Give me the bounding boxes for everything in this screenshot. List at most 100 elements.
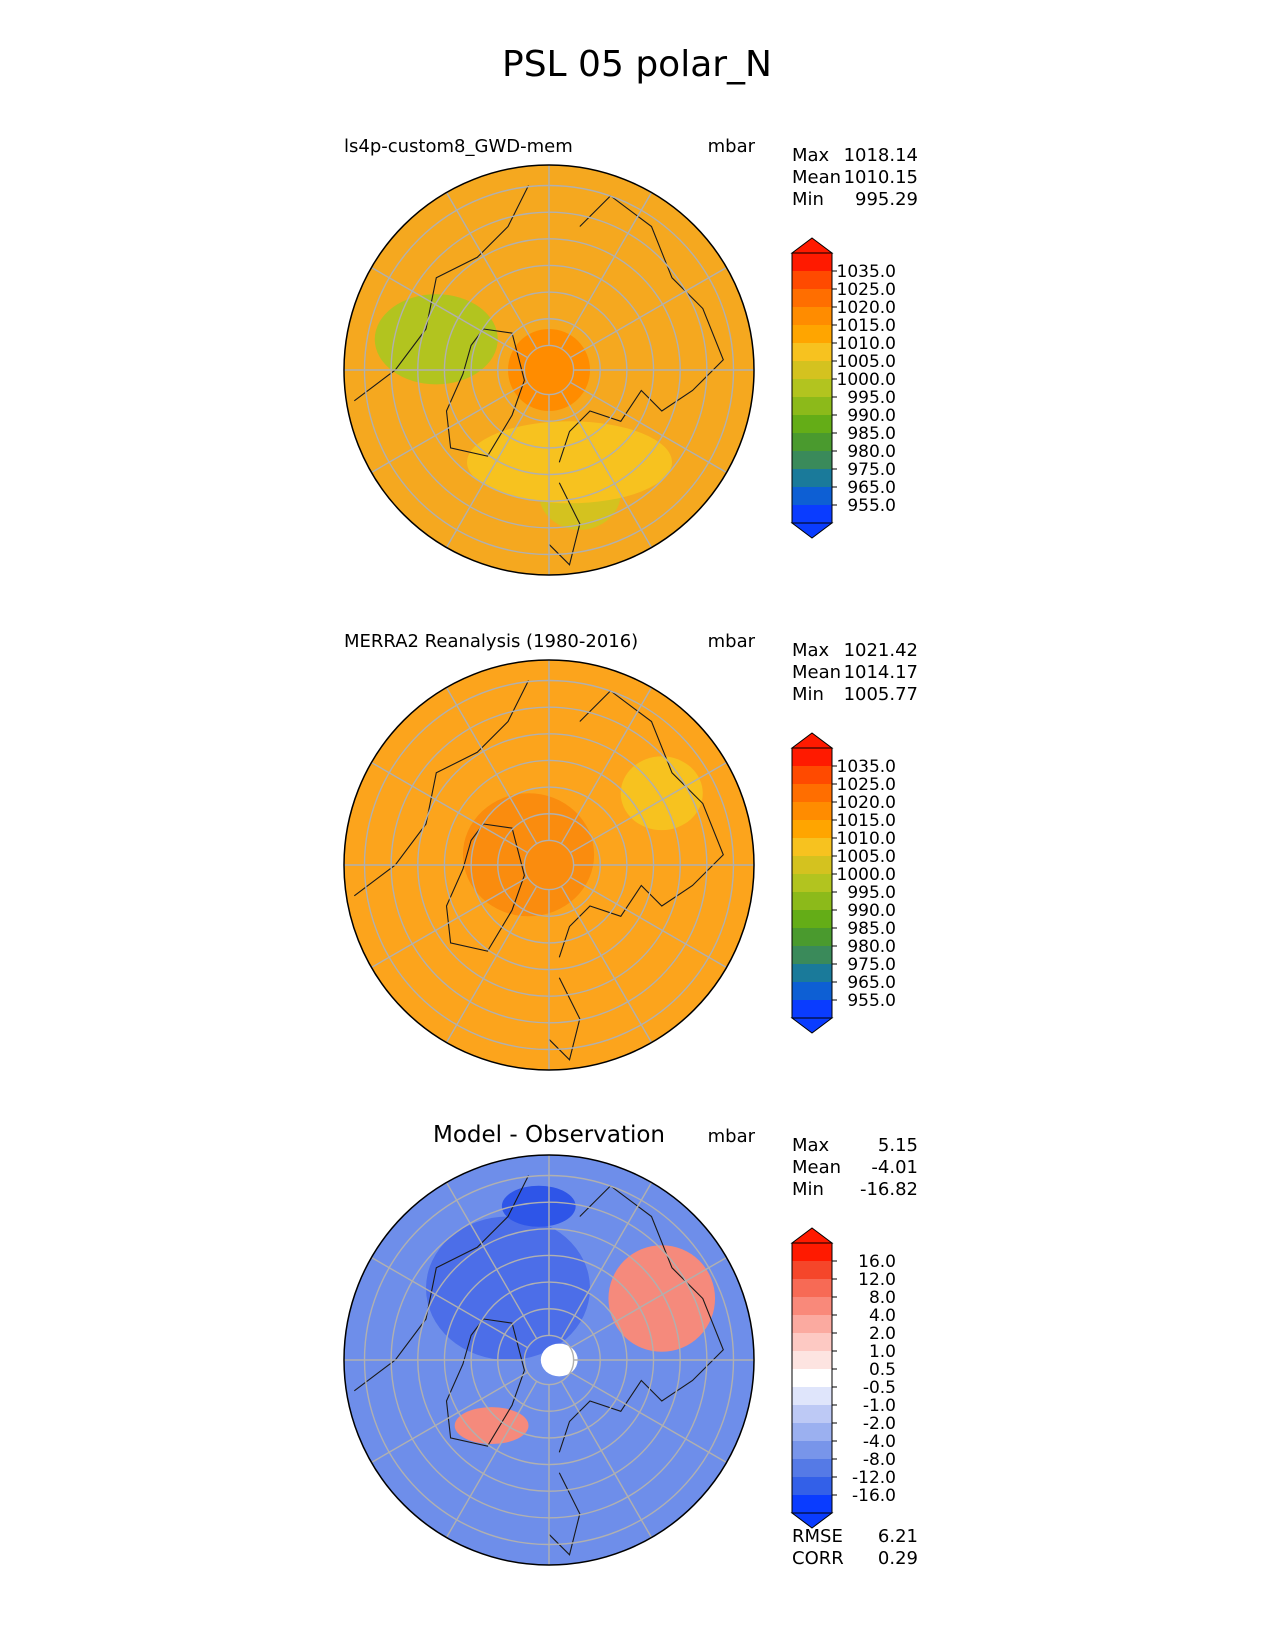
colorbar-tick-label: 955.0 bbox=[847, 991, 896, 1011]
colorbar-segment bbox=[792, 1405, 832, 1423]
coastlines bbox=[353, 1175, 724, 1556]
colorbar-segment bbox=[792, 1333, 832, 1351]
colorbar-segment bbox=[792, 1243, 832, 1261]
colorbar-tick-label: 1.0 bbox=[869, 1342, 896, 1362]
colorbar-segment bbox=[792, 910, 832, 928]
colorbar-segment bbox=[792, 1351, 832, 1369]
colorbar-segment bbox=[792, 469, 832, 487]
colorbar-tick-label: -2.0 bbox=[863, 1414, 896, 1434]
panel-2: MERRA2 Reanalysis (1980-2016) mbar Max 1021… bbox=[343, 631, 918, 1071]
stat-max-value: 5.15 bbox=[878, 1135, 918, 1156]
colorbar-segment bbox=[792, 820, 832, 838]
polar-map bbox=[344, 165, 754, 575]
colorbar-segment bbox=[792, 1441, 832, 1459]
colorbar-tick-label: 1025.0 bbox=[837, 775, 896, 795]
field-region-deep-neg bbox=[501, 1185, 576, 1227]
field-region-pacific-pos bbox=[608, 1245, 716, 1352]
panel-units: mbar bbox=[708, 631, 756, 652]
colorbar-tick-label: 990.0 bbox=[847, 901, 896, 921]
colorbar-segment bbox=[792, 505, 832, 523]
colorbar-tick-label: 1010.0 bbox=[837, 829, 896, 849]
colorbar-segment bbox=[792, 766, 832, 784]
colorbar-segment bbox=[792, 361, 832, 379]
stat-max-label: Max bbox=[792, 1135, 830, 1156]
colorbar-segment bbox=[792, 325, 832, 343]
colorbar-tick-label: 975.0 bbox=[847, 460, 896, 480]
colorbar-segment bbox=[792, 1279, 832, 1297]
colorbar-tick-label: 980.0 bbox=[847, 937, 896, 957]
colorbar-tick-label: -0.5 bbox=[863, 1378, 896, 1398]
colorbar-segment bbox=[792, 1369, 832, 1387]
colorbar-tick-label: 8.0 bbox=[869, 1288, 896, 1308]
colorbar-tick-label: 955.0 bbox=[847, 496, 896, 516]
colorbar-tick-label: 995.0 bbox=[847, 388, 896, 408]
colorbar-segment bbox=[792, 874, 832, 892]
colorbar-tick-label: 1020.0 bbox=[837, 793, 896, 813]
colorbar-tick-label: 1000.0 bbox=[837, 865, 896, 885]
colorbar-tick-label: -12.0 bbox=[852, 1468, 896, 1488]
colorbar-segment bbox=[792, 1000, 832, 1018]
colorbar-frame bbox=[791, 747, 833, 1019]
colorbar-segment bbox=[792, 928, 832, 946]
stat-max-value: 1021.42 bbox=[844, 640, 918, 661]
colorbar-tick-label: -4.0 bbox=[863, 1432, 896, 1452]
colorbar-tick-label: 1010.0 bbox=[837, 334, 896, 354]
colorbar: 1035.01025.01020.01015.01010.01005.01000… bbox=[790, 237, 896, 539]
colorbar-tick-label: 985.0 bbox=[847, 919, 896, 939]
colorbar-tick-label: 1015.0 bbox=[837, 811, 896, 831]
field-region-pole-neutral bbox=[540, 1343, 578, 1377]
colorbar-tick-label: 1035.0 bbox=[837, 262, 896, 282]
colorbar-tick-label: 16.0 bbox=[858, 1252, 896, 1272]
colorbar-segment bbox=[792, 289, 832, 307]
colorbar-segment bbox=[792, 1315, 832, 1333]
field-region-greenland-low bbox=[374, 294, 498, 385]
field-region-central-high bbox=[508, 329, 590, 411]
stat-mean-value: -4.01 bbox=[871, 1157, 918, 1178]
colorbar-segment bbox=[792, 1495, 832, 1513]
panel-units: mbar bbox=[708, 136, 756, 157]
colorbar: 1035.01025.01020.01015.01010.01005.01000… bbox=[790, 732, 896, 1034]
colorbar-extend-min bbox=[790, 1017, 834, 1034]
colorbar-tick-label: 995.0 bbox=[847, 883, 896, 903]
colorbar-tick-label: 4.0 bbox=[869, 1306, 896, 1326]
stat-min-value: -16.82 bbox=[860, 1179, 918, 1200]
colorbar-tick-label: 0.5 bbox=[869, 1360, 896, 1380]
stat-mean-value: 1010.15 bbox=[844, 167, 918, 188]
stat-max-label: Max bbox=[792, 145, 830, 166]
colorbar-segment bbox=[792, 307, 832, 325]
colorbar-segment bbox=[792, 343, 832, 361]
panel-units: mbar bbox=[708, 1126, 756, 1147]
colorbar-extend-max bbox=[790, 732, 834, 749]
field-region-greenland-pos bbox=[454, 1407, 529, 1445]
stat-min-label: Min bbox=[792, 189, 824, 210]
colorbar-tick-label: 12.0 bbox=[858, 1270, 896, 1290]
panel-title: MERRA2 Reanalysis (1980-2016) bbox=[344, 631, 638, 652]
colorbar-segment bbox=[792, 397, 832, 415]
graticule bbox=[344, 1155, 754, 1565]
polar-map bbox=[344, 1155, 754, 1565]
colorbar-frame bbox=[791, 252, 833, 524]
colorbar-tick-label: 975.0 bbox=[847, 955, 896, 975]
colorbar-segment bbox=[792, 784, 832, 802]
colorbar-segment bbox=[792, 748, 832, 766]
stat-max-label: Max bbox=[792, 640, 830, 661]
colorbar-tick-label: 1015.0 bbox=[837, 316, 896, 336]
colorbar-tick-label: 2.0 bbox=[869, 1324, 896, 1344]
colorbar-segment bbox=[792, 271, 832, 289]
colorbar-segment bbox=[792, 856, 832, 874]
colorbar-segment bbox=[792, 1459, 832, 1477]
colorbar-segment bbox=[792, 892, 832, 910]
colorbar-segment bbox=[792, 1423, 832, 1441]
colorbar-segment bbox=[792, 946, 832, 964]
colorbar-segment bbox=[792, 415, 832, 433]
colorbar-extend-max bbox=[790, 1227, 834, 1244]
colorbar-tick-label: 980.0 bbox=[847, 442, 896, 462]
polar-map bbox=[344, 660, 754, 1070]
field-region-pacific-low bbox=[620, 756, 703, 831]
stat-mean-label: Mean bbox=[792, 167, 841, 188]
figure-title: PSL 05 polar_N bbox=[502, 44, 772, 85]
colorbar-segment bbox=[792, 982, 832, 1000]
metric-rmse-value: 6.21 bbox=[878, 1526, 918, 1547]
stat-min-label: Min bbox=[792, 1179, 824, 1200]
